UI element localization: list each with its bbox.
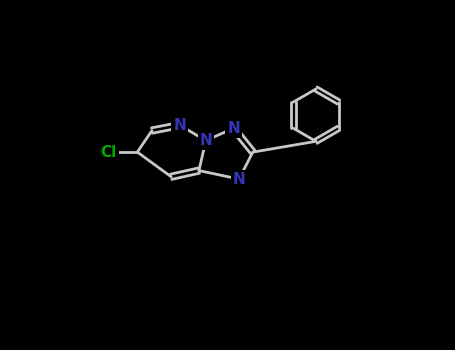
Text: N: N — [199, 133, 212, 148]
Text: N: N — [173, 118, 186, 133]
Text: N: N — [233, 172, 245, 187]
Text: N: N — [227, 121, 240, 136]
Text: Cl: Cl — [101, 145, 117, 160]
